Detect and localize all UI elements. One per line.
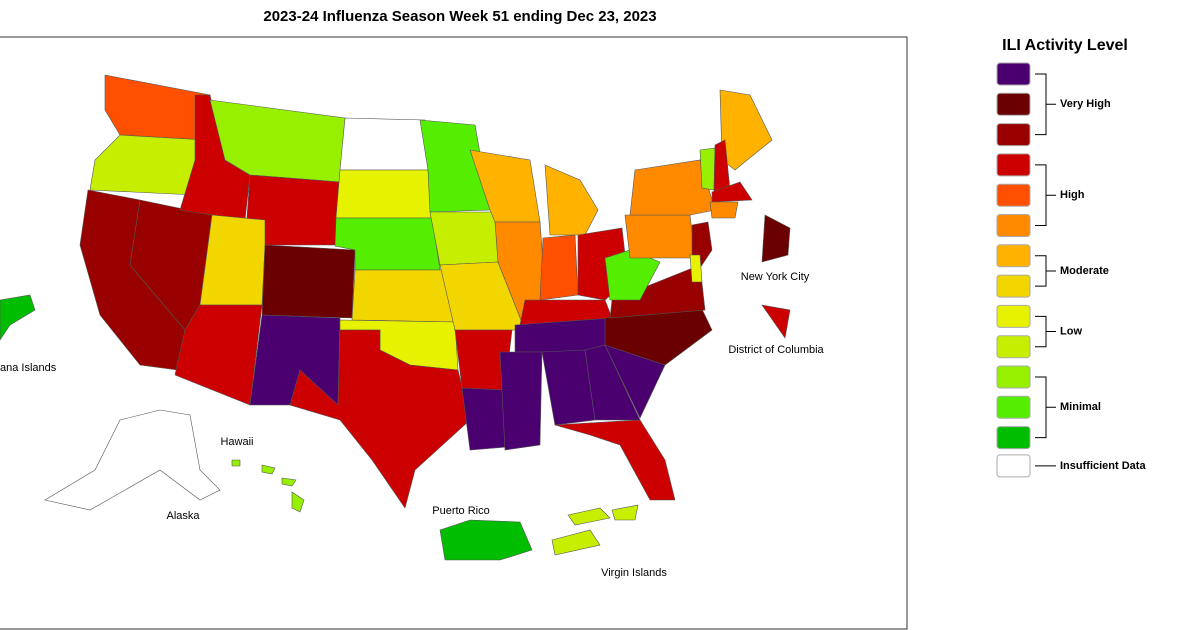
legend-bracket — [1035, 73, 1056, 136]
region-label: District of Columbia — [728, 344, 824, 356]
legend-label: High — [1060, 189, 1085, 201]
region — [551, 529, 601, 556]
region — [289, 329, 471, 509]
region — [339, 117, 429, 171]
legend-bracket — [1035, 255, 1056, 287]
legend-swatch — [996, 153, 1031, 177]
legend-swatch — [996, 365, 1031, 389]
region-label: Puerto Rico — [432, 505, 489, 517]
legend-bracket — [1035, 315, 1056, 348]
legend-swatch — [996, 244, 1031, 268]
legend-label: Minimal — [1060, 401, 1101, 413]
region — [439, 519, 533, 561]
region — [429, 211, 499, 266]
region — [544, 164, 599, 236]
region — [567, 507, 611, 526]
legend-swatch — [996, 335, 1031, 359]
legend-label: Moderate — [1060, 265, 1109, 277]
region — [761, 304, 791, 339]
region — [174, 304, 263, 406]
region — [231, 459, 241, 467]
region — [539, 234, 579, 301]
region-label: Alaska — [166, 510, 200, 522]
legend-bracket — [1035, 164, 1056, 226]
region — [335, 169, 433, 219]
region — [44, 409, 221, 511]
region — [291, 491, 305, 513]
legend-swatch — [996, 426, 1031, 450]
region — [624, 214, 696, 259]
legend-swatch — [996, 454, 1031, 478]
legend-swatch — [996, 183, 1031, 207]
region — [0, 294, 36, 341]
map-title: 2023-24 Influenza Season Week 51 ending … — [263, 8, 656, 25]
region-label: Virgin Islands — [601, 567, 667, 579]
regions — [0, 74, 791, 561]
legend-swatch — [996, 304, 1031, 328]
region — [629, 159, 716, 216]
region — [709, 201, 739, 219]
region — [611, 504, 639, 521]
region — [261, 244, 356, 319]
region — [554, 419, 676, 501]
legend-swatch — [996, 395, 1031, 419]
region — [261, 464, 276, 475]
region — [499, 351, 543, 451]
region — [604, 249, 661, 301]
legend-swatch — [996, 214, 1031, 237]
region — [711, 181, 753, 203]
legend-label: Insufficient Data — [1060, 460, 1146, 472]
legend-swatch — [996, 92, 1031, 116]
legend-label: Very High — [1060, 98, 1111, 110]
legend-label: Low — [1060, 325, 1082, 337]
region — [699, 147, 716, 191]
legend-bracket — [1035, 376, 1056, 439]
region-label: Hawaii — [220, 436, 253, 448]
region — [689, 254, 703, 283]
legend-swatch — [996, 123, 1031, 147]
legend: Very High High Moderate Low Minimal Insuffici… — [996, 62, 1146, 478]
region-label: New York City — [741, 271, 810, 283]
region — [281, 477, 297, 487]
region — [351, 269, 456, 323]
region-label: ana Islands — [0, 362, 57, 374]
legend-title: ILI Activity Level — [1002, 37, 1128, 54]
legend-swatch — [996, 62, 1031, 86]
legend-swatch — [996, 274, 1031, 298]
region — [89, 134, 206, 196]
region — [761, 214, 791, 263]
region — [419, 119, 491, 213]
